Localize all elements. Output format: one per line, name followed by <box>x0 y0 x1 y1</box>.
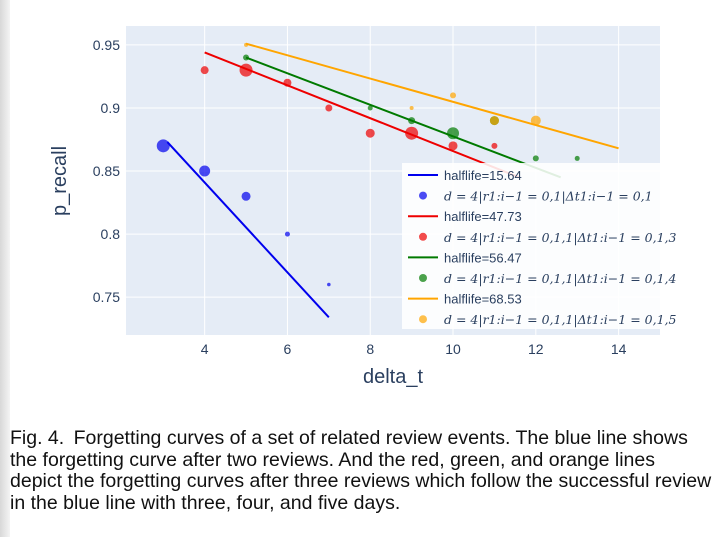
data-point <box>327 282 331 287</box>
legend-line-label: halflife=68.53 <box>444 292 522 307</box>
figure-label: Fig. 4. <box>10 427 65 449</box>
series-layer <box>156 42 619 319</box>
forgetting-curve-chart: 4 6 8 10 12 14 0.75 0.8 0.85 0.9 0.95 delta_t p_re… <box>49 26 676 388</box>
x-tick-label: 12 <box>528 341 544 357</box>
axis-ticks: 4 6 8 10 12 14 0.75 0.8 0.85 0.9 0.95 <box>93 37 627 357</box>
series-1 <box>200 51 520 179</box>
data-point <box>409 105 414 110</box>
legend-marker-label: d = 4|r1:i−1 = 0,1,1|Δt1:i−1 = 0,1,5 <box>444 312 676 327</box>
data-point <box>243 54 250 61</box>
x-tick-label: 8 <box>366 341 374 357</box>
series-3 <box>244 42 619 150</box>
series-0 <box>156 139 331 319</box>
x-axis-label: delta_t <box>363 366 423 388</box>
x-tick-label: 6 <box>284 341 292 357</box>
y-tick-label: 0.9 <box>101 100 121 116</box>
y-axis-label: p_recall <box>49 146 71 216</box>
data-point <box>405 126 419 140</box>
data-point <box>241 191 251 201</box>
data-point <box>532 155 539 162</box>
legend: halflife=15.64 d = 4|r1:i−1 = 0,1|Δt1:i−1… <box>402 163 676 329</box>
legend-box <box>402 163 660 329</box>
data-point <box>447 127 460 140</box>
y-tick-label: 0.95 <box>93 37 120 53</box>
x-tick-label: 4 <box>201 341 209 357</box>
legend-line-label: halflife=47.73 <box>444 209 522 224</box>
data-point <box>530 115 541 126</box>
data-point <box>450 92 457 99</box>
data-point <box>156 139 170 153</box>
legend-line-label: halflife=15.64 <box>444 168 522 183</box>
data-point <box>200 66 209 75</box>
data-point <box>199 165 211 177</box>
figure-caption-text: Forgetting curves of a set of related re… <box>10 427 712 514</box>
data-point <box>239 63 253 77</box>
legend-marker-swatch <box>419 274 427 282</box>
fitted-line <box>204 51 520 179</box>
figure-caption: Fig. 4. Forgetting curves of a set of re… <box>10 427 712 514</box>
page-shadow-edge <box>0 0 10 537</box>
data-point <box>365 128 375 138</box>
data-point <box>408 117 416 125</box>
y-tick-label: 0.8 <box>101 226 121 242</box>
data-point <box>574 155 580 161</box>
legend-marker-label: d = 4|r1:i−1 = 0,1,1|Δt1:i−1 = 0,1,4 <box>444 271 676 286</box>
x-tick-label: 10 <box>445 341 461 357</box>
x-tick-label: 14 <box>611 341 627 357</box>
legend-marker-label: d = 4|r1:i−1 = 0,1|Δt1:i−1 = 0,1 <box>444 189 653 204</box>
fitted-line <box>245 56 562 179</box>
legend-marker-swatch <box>419 191 427 200</box>
data-point <box>491 142 498 149</box>
fitted-line <box>245 42 619 150</box>
data-point <box>367 105 373 111</box>
data-point <box>489 116 499 126</box>
data-point <box>244 42 249 47</box>
legend-line-label: halflife=56.47 <box>444 250 522 265</box>
data-point <box>448 141 458 151</box>
legend-marker-label: d = 4|r1:i−1 = 0,1,1|Δt1:i−1 = 0,1,3 <box>444 230 676 245</box>
y-tick-label: 0.85 <box>93 163 120 179</box>
data-point <box>283 78 292 87</box>
legend-marker-swatch <box>419 232 427 241</box>
legend-marker-swatch <box>419 315 427 324</box>
fitted-line <box>166 141 330 319</box>
y-tick-label: 0.75 <box>93 289 120 305</box>
data-point <box>325 104 333 112</box>
data-point <box>284 231 290 237</box>
